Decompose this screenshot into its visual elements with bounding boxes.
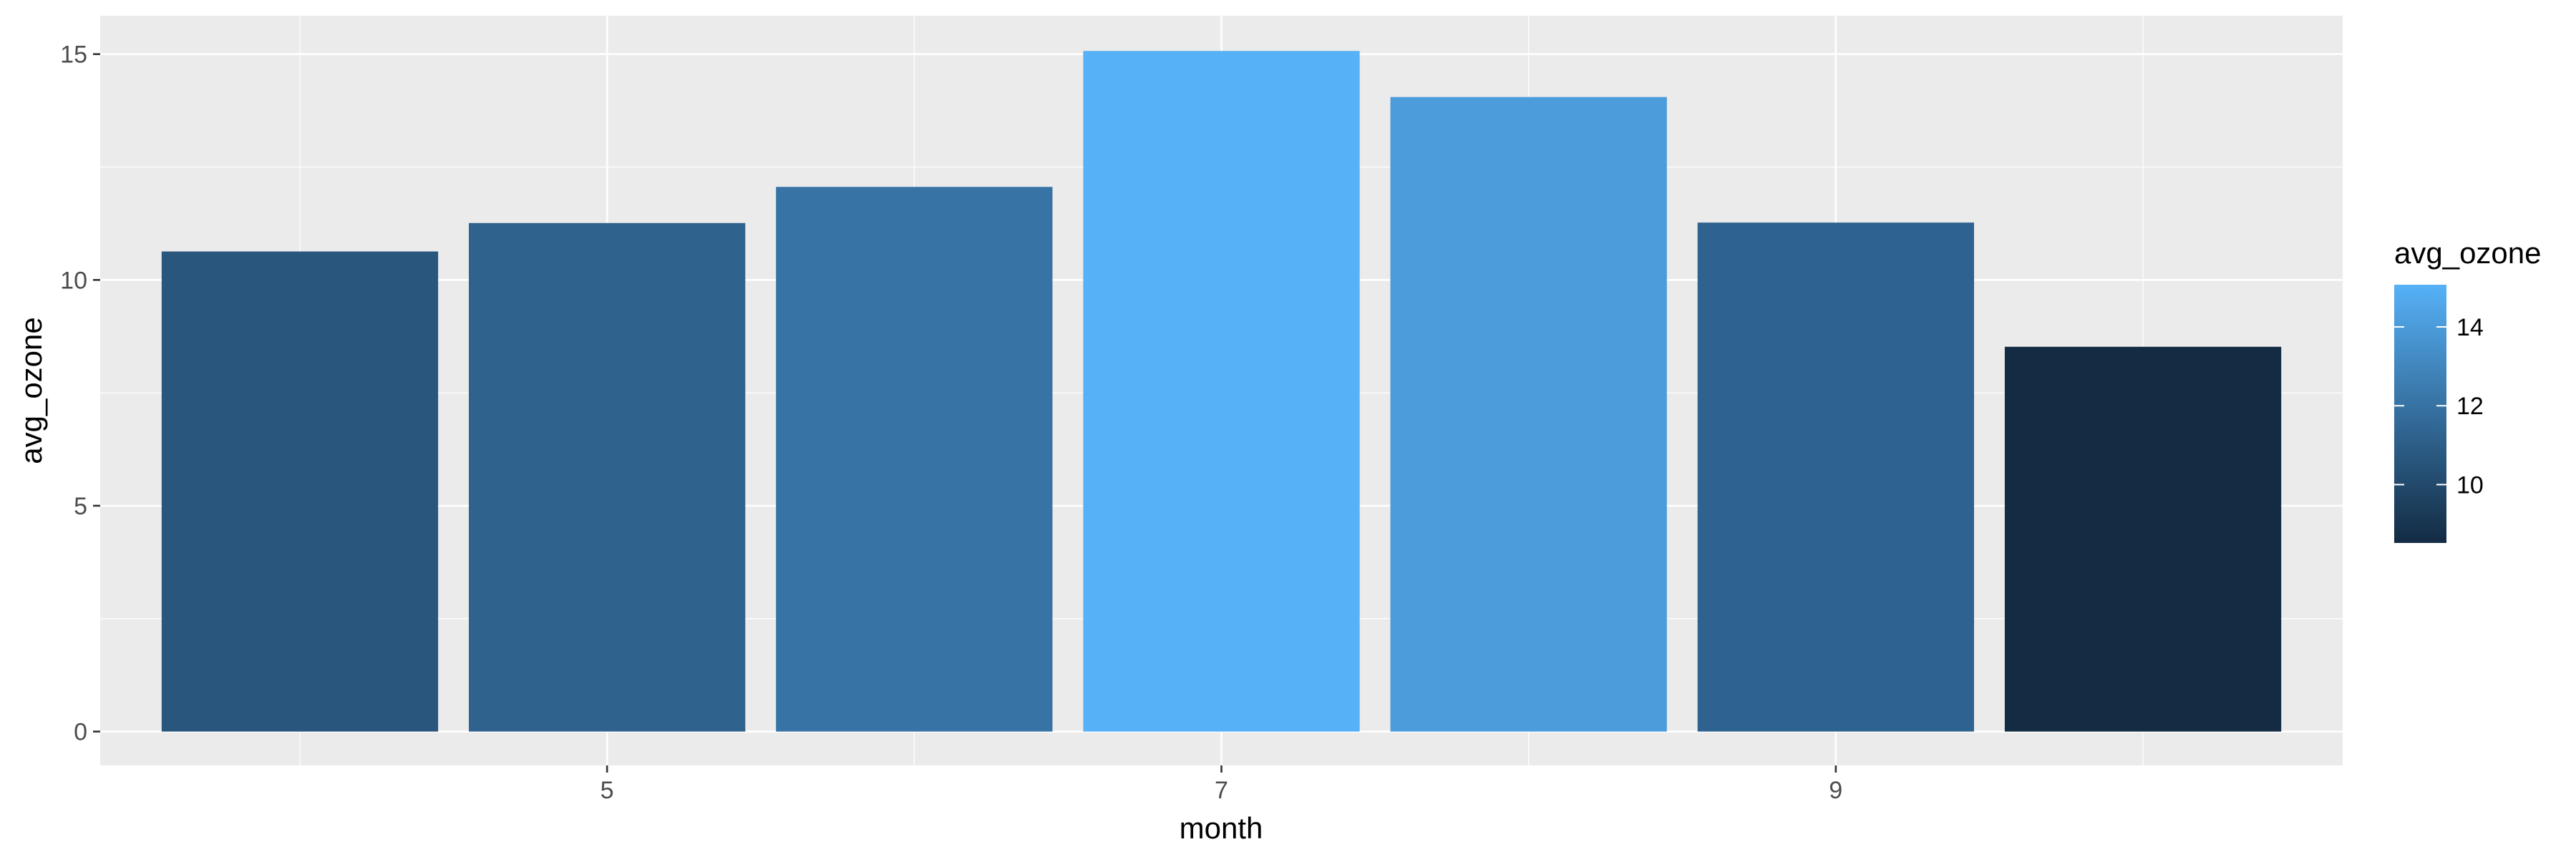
bar-month-4 <box>161 251 439 732</box>
x-axis-title: month <box>1180 811 1263 845</box>
bar-month-6 <box>776 187 1053 732</box>
bar-month-9 <box>1697 222 1974 732</box>
bar-month-5 <box>469 222 746 732</box>
y-tick-label: 15 <box>60 41 87 69</box>
legend-colorbar <box>2394 285 2446 543</box>
y-axis: 0 5 10 15 <box>60 41 100 746</box>
bar-month-8 <box>1390 97 1667 732</box>
y-tick-label: 0 <box>74 719 87 746</box>
legend-tick-label: 10 <box>2456 471 2484 499</box>
legend: avg_ozone 10 12 14 <box>2394 236 2542 543</box>
legend-ticks: 10 12 14 <box>2394 314 2484 499</box>
x-tick-label: 9 <box>1829 777 1842 804</box>
y-tick-label: 10 <box>60 267 87 294</box>
bar-month-10 <box>2004 346 2282 732</box>
x-tick-label: 7 <box>1215 777 1228 804</box>
bar-month-7 <box>1083 51 1360 732</box>
x-tick-label: 5 <box>601 777 614 804</box>
legend-tick-label: 12 <box>2456 393 2484 420</box>
legend-tick-label: 14 <box>2456 314 2484 341</box>
legend-title: avg_ozone <box>2394 236 2542 270</box>
y-axis-title: avg_ozone <box>14 317 48 464</box>
y-tick-label: 5 <box>74 493 87 520</box>
bars <box>161 51 2282 732</box>
x-axis: 5 7 9 <box>601 765 1842 804</box>
